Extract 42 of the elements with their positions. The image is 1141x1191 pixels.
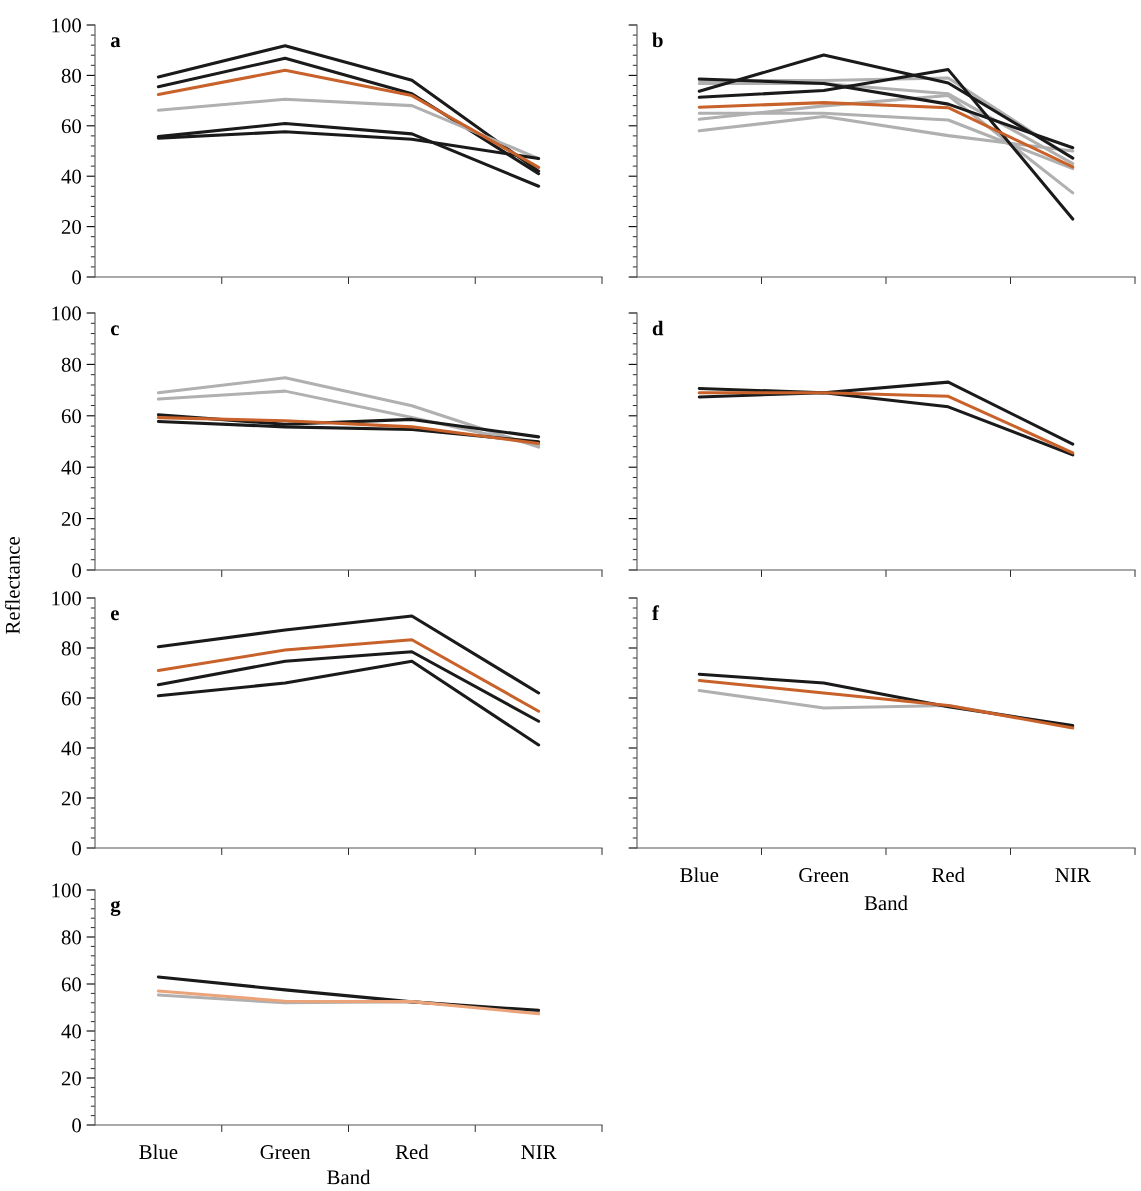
y-tick-label: 60 [61, 691, 82, 706]
chart-title: g [110, 900, 121, 916]
x-tick-label: Blue [139, 1144, 178, 1160]
y-axis-title: Reflectance [4, 536, 20, 634]
x-tick-label: Blue [680, 867, 719, 883]
y-tick-label: 60 [61, 409, 82, 424]
y-tick-label: 40 [61, 169, 82, 184]
chart-title: f [652, 605, 660, 620]
x-tick-label: Red [395, 1144, 429, 1160]
chart-title: d [652, 320, 664, 336]
y-tick-label: 40 [61, 741, 82, 756]
chart-title: e [110, 610, 119, 621]
x-tick-label: NIR [521, 1145, 557, 1159]
y-tick-label: 80 [61, 641, 82, 656]
y-tick-label: 40 [61, 460, 82, 475]
x-tick-label: Green [260, 1145, 311, 1160]
y-tick-label: 0 [72, 1118, 82, 1133]
x-tick-label: Green [799, 868, 849, 883]
y-tick-label: 100 [52, 883, 82, 898]
y-tick-label: 20 [61, 511, 82, 527]
x-axis-title: Band [864, 895, 908, 911]
y-tick-label: 100 [52, 306, 82, 321]
y-tick-label: 100 [52, 591, 82, 606]
x-tick-label: Red [932, 867, 965, 883]
y-tick-label: 100 [52, 18, 82, 33]
chart-title: c [110, 325, 119, 336]
y-tick-label: 80 [61, 930, 82, 945]
y-tick-label: 80 [61, 357, 82, 372]
x-axis-title: Band [327, 1169, 371, 1185]
y-tick-label: 0 [72, 841, 82, 856]
y-tick-label: 0 [72, 563, 82, 578]
y-tick-label: 20 [61, 1071, 82, 1086]
y-tick-label: 40 [61, 1024, 82, 1039]
y-tick-label: 20 [61, 219, 82, 235]
y-tick-label: 0 [72, 270, 82, 285]
chart-title: a [110, 37, 121, 48]
chart-title: b [652, 32, 663, 48]
y-tick-label: 20 [61, 791, 82, 806]
y-tick-label: 60 [61, 977, 82, 992]
y-tick-label: 80 [61, 68, 82, 83]
y-tick-label: 60 [61, 119, 82, 134]
x-tick-label: NIR [1055, 868, 1091, 882]
